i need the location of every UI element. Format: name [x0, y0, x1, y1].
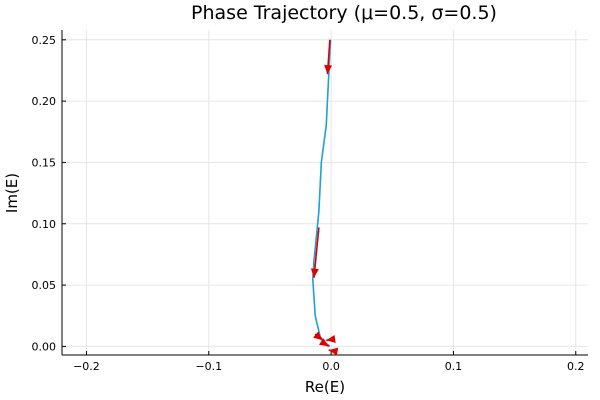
y-tick-label: 0.10 [32, 218, 57, 231]
x-tick-label: 0.0 [322, 360, 340, 373]
y-tick-label: 0.25 [32, 34, 57, 47]
arrow-head [310, 268, 319, 278]
x-tick-label: −0.1 [195, 360, 222, 373]
x-tick-label: −0.2 [73, 360, 100, 373]
grid [62, 30, 588, 355]
direction-arrow [326, 335, 336, 343]
arrow-layer [310, 39, 339, 356]
direction-arrow [310, 227, 320, 278]
axes [61, 30, 588, 356]
direction-arrow [324, 39, 333, 75]
y-axis-label: Im(E) [3, 173, 21, 213]
arrow-head [328, 347, 339, 356]
y-tick-label: 0.05 [32, 279, 57, 292]
x-tick-label: 0.1 [445, 360, 463, 373]
x-axis-label: Re(E) [305, 378, 345, 396]
x-ticks: −0.2 −0.1 0.0 0.1 0.2 [73, 351, 585, 373]
arrow-head [318, 338, 329, 347]
y-tick-label: 0.20 [32, 95, 57, 108]
trajectory-line [311, 39, 332, 347]
arrow-head [326, 335, 336, 343]
x-tick-label: 0.2 [567, 360, 585, 373]
arrow-head [324, 64, 333, 75]
arrow-head [313, 331, 323, 341]
y-ticks: 0.00 0.05 0.10 0.15 0.20 0.25 [32, 34, 66, 353]
series-layer [311, 39, 332, 347]
chart-title: Phase Trajectory (μ=0.5, σ=0.5) [191, 2, 497, 24]
y-tick-label: 0.00 [32, 340, 57, 353]
direction-arrow [328, 347, 339, 356]
y-tick-label: 0.15 [32, 156, 57, 169]
direction-arrow [313, 331, 324, 341]
direction-arrow [318, 338, 330, 348]
